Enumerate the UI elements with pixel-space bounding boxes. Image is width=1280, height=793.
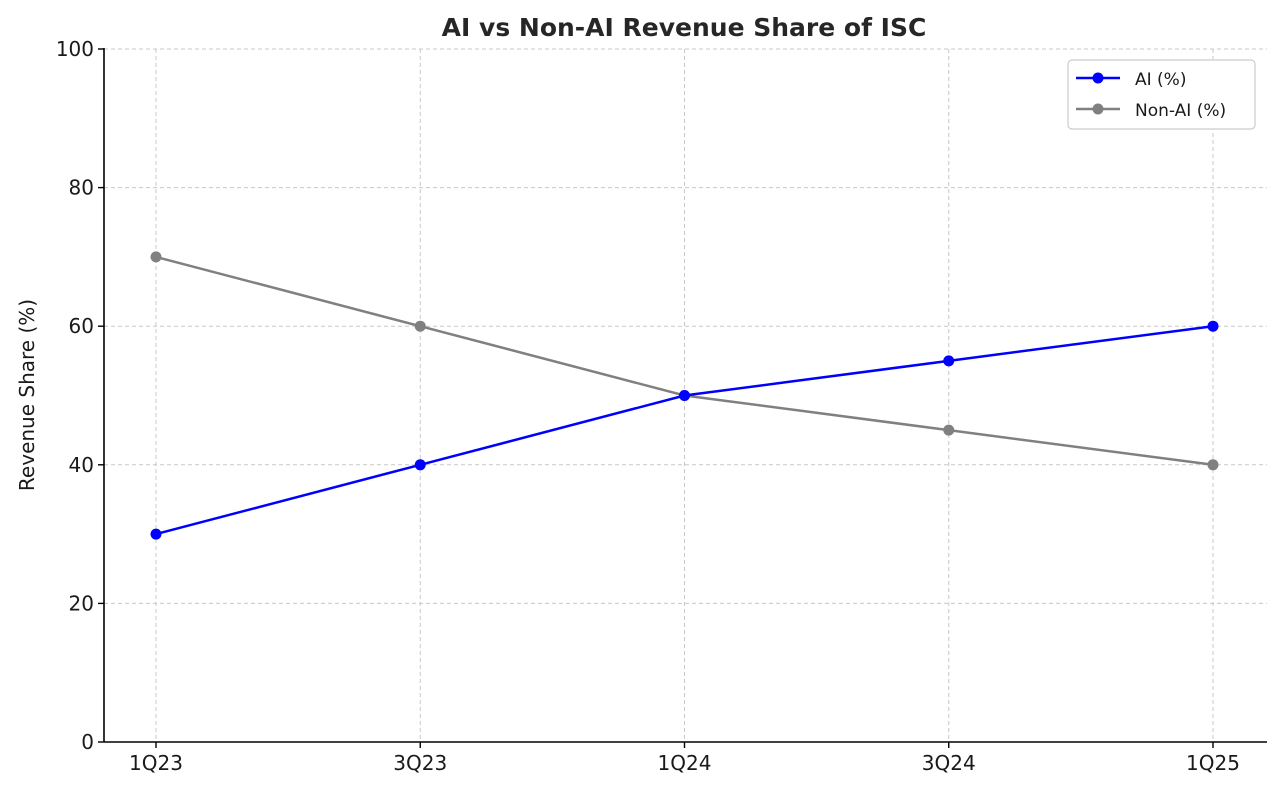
chart-title: AI vs Non-AI Revenue Share of ISC <box>442 13 927 42</box>
x-tick-label: 1Q25 <box>1186 751 1240 775</box>
data-point <box>1207 459 1219 471</box>
legend-nonai-marker <box>1092 103 1104 115</box>
data-point <box>1207 320 1219 332</box>
series-group <box>150 251 1219 540</box>
x-tick-label: 3Q24 <box>922 751 976 775</box>
legend-ai-label: AI (%) <box>1135 70 1186 90</box>
data-point <box>150 528 162 540</box>
data-point <box>943 355 955 367</box>
x-tick-label: 1Q23 <box>129 751 183 775</box>
y-tick-label: 20 <box>69 591 94 615</box>
y-tick-label: 60 <box>69 314 94 338</box>
x-ticks: 1Q23 3Q23 1Q24 3Q24 1Q25 <box>129 742 1240 775</box>
legend-nonai-label: Non-AI (%) <box>1135 101 1226 121</box>
data-point <box>943 424 955 436</box>
legend-ai-marker <box>1092 72 1104 84</box>
data-point <box>414 320 426 332</box>
y-tick-label: 40 <box>69 453 94 477</box>
data-point <box>414 459 426 471</box>
y-tick-label: 100 <box>56 37 94 61</box>
data-point <box>679 390 690 401</box>
y-tick-label: 80 <box>69 176 94 200</box>
grid <box>104 48 1267 742</box>
y-axis-label: Revenue Share (%) <box>15 299 39 491</box>
data-point <box>150 251 162 263</box>
y-tick-label: 0 <box>81 730 94 754</box>
legend: AI (%) Non-AI (%) <box>1067 59 1256 130</box>
x-tick-label: 3Q23 <box>393 751 447 775</box>
y-ticks: 0 20 40 60 80 100 <box>56 37 104 754</box>
x-tick-label: 1Q24 <box>658 751 712 775</box>
